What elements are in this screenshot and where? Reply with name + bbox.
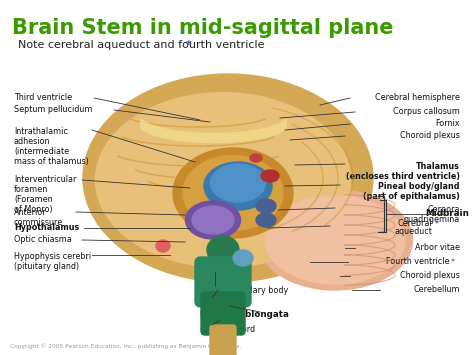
Ellipse shape bbox=[95, 93, 351, 267]
Text: *: * bbox=[451, 257, 455, 267]
Text: Hypothalamus: Hypothalamus bbox=[14, 224, 79, 233]
FancyBboxPatch shape bbox=[201, 292, 245, 335]
Text: aqueduct: aqueduct bbox=[394, 228, 432, 236]
Ellipse shape bbox=[192, 206, 234, 234]
Text: Corpus callosum: Corpus callosum bbox=[393, 108, 460, 116]
Ellipse shape bbox=[261, 170, 279, 182]
Text: Cerebral hemisphere: Cerebral hemisphere bbox=[375, 93, 460, 103]
Text: Cerebellum: Cerebellum bbox=[413, 285, 460, 295]
Text: Thalamus
(encloses third ventricle): Thalamus (encloses third ventricle) bbox=[346, 162, 460, 181]
Ellipse shape bbox=[233, 250, 253, 266]
FancyBboxPatch shape bbox=[210, 325, 236, 355]
Text: Medula oblongata: Medula oblongata bbox=[200, 310, 289, 319]
Text: Corpora
quadrigemina: Corpora quadrigemina bbox=[404, 205, 460, 224]
Ellipse shape bbox=[256, 199, 276, 213]
Text: Choroid plexus: Choroid plexus bbox=[400, 131, 460, 141]
Ellipse shape bbox=[183, 155, 283, 230]
Ellipse shape bbox=[257, 190, 412, 290]
Text: *: * bbox=[186, 40, 192, 50]
Text: Mammillary body: Mammillary body bbox=[218, 286, 288, 295]
Ellipse shape bbox=[250, 154, 262, 162]
Text: Copyright © 2005 Pearson Education, Inc., publishing as Benjamin Cummings.: Copyright © 2005 Pearson Education, Inc.… bbox=[10, 343, 241, 349]
Ellipse shape bbox=[204, 162, 272, 210]
Ellipse shape bbox=[156, 240, 170, 252]
Text: Anterior
commissure: Anterior commissure bbox=[14, 208, 63, 227]
Text: Fornix: Fornix bbox=[436, 120, 460, 129]
Text: Interventricular
foramen
(Foramen
of Monro): Interventricular foramen (Foramen of Mon… bbox=[14, 175, 76, 214]
Text: Brain Stem in mid-sagittal plane: Brain Stem in mid-sagittal plane bbox=[12, 18, 393, 38]
Text: Cerebral: Cerebral bbox=[397, 219, 432, 229]
Text: *: * bbox=[435, 219, 439, 229]
Text: Third ventricle: Third ventricle bbox=[14, 93, 72, 103]
Text: Optic chiasma: Optic chiasma bbox=[14, 235, 72, 245]
FancyBboxPatch shape bbox=[195, 257, 251, 307]
Text: Note cerebral aqueduct and fourth ventricle: Note cerebral aqueduct and fourth ventri… bbox=[18, 40, 264, 50]
Ellipse shape bbox=[185, 201, 240, 239]
Text: Spinal cord: Spinal cord bbox=[210, 325, 255, 334]
Ellipse shape bbox=[256, 213, 276, 227]
Text: Fourth ventricle: Fourth ventricle bbox=[386, 257, 450, 267]
Ellipse shape bbox=[207, 236, 239, 264]
Text: Septum pellucidum: Septum pellucidum bbox=[14, 105, 92, 115]
Text: Midbrain: Midbrain bbox=[425, 209, 469, 218]
Ellipse shape bbox=[173, 148, 293, 238]
Text: Pineal body/gland
(part of epithalamus): Pineal body/gland (part of epithalamus) bbox=[363, 182, 460, 201]
Text: Hypophysis cerebri
(pituitary gland): Hypophysis cerebri (pituitary gland) bbox=[14, 252, 91, 271]
Text: Pons: Pons bbox=[208, 298, 232, 307]
Ellipse shape bbox=[83, 74, 373, 282]
Text: Intrathalamic
adhesion
(intermediate
mass of thalamus): Intrathalamic adhesion (intermediate mas… bbox=[14, 127, 89, 166]
Ellipse shape bbox=[210, 164, 265, 202]
Text: Arbor vitae: Arbor vitae bbox=[415, 244, 460, 252]
Text: Choroid plexus: Choroid plexus bbox=[400, 272, 460, 280]
Ellipse shape bbox=[265, 196, 405, 284]
